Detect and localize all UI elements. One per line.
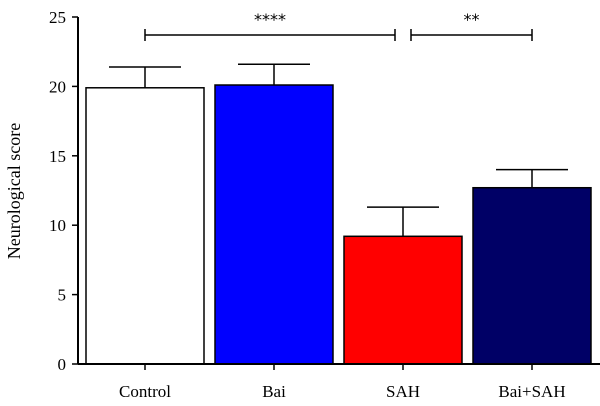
bar-control	[85, 87, 205, 365]
significance-bracket-2: **	[410, 10, 533, 41]
x-tick-label-bai: Bai	[262, 382, 286, 401]
y-axis-label: Neurological score	[4, 123, 24, 259]
bar-bai	[214, 84, 334, 365]
y-tick-label-15: 15	[49, 147, 66, 166]
y-tick-label-25: 25	[49, 8, 66, 27]
significance-label-1: ****	[254, 10, 286, 29]
significance-label-2: **	[464, 10, 480, 29]
axes: 0 5 10 15 20 25 Control Bai SAH Bai+SAH	[49, 8, 600, 401]
bar-sah	[343, 235, 463, 365]
y-tick-label-0: 0	[58, 355, 67, 374]
bars	[85, 63, 592, 365]
y-tick-label-20: 20	[49, 77, 66, 96]
y-tick-label-5: 5	[58, 286, 67, 305]
significance-bracket-1: ****	[144, 10, 396, 41]
bar-bai-sah	[472, 186, 592, 365]
y-tick-label-10: 10	[49, 216, 66, 235]
significance-annotations: **** **	[144, 10, 533, 41]
x-tick-label-bai-sah: Bai+SAH	[498, 382, 565, 401]
x-tick-label-control: Control	[119, 382, 171, 401]
x-tick-label-sah: SAH	[386, 382, 420, 401]
